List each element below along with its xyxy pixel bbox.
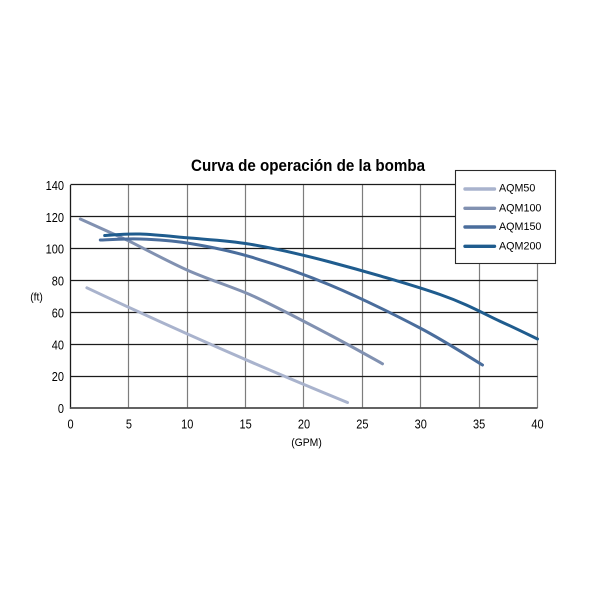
svg-text:60: 60	[52, 306, 64, 320]
svg-text:AQM200: AQM200	[499, 240, 541, 252]
svg-text:40: 40	[52, 338, 64, 352]
svg-text:30: 30	[415, 418, 427, 432]
svg-text:AQM150: AQM150	[499, 221, 541, 233]
svg-text:0: 0	[58, 402, 64, 416]
svg-text:25: 25	[356, 418, 368, 432]
svg-text:35: 35	[473, 418, 485, 432]
svg-text:140: 140	[46, 179, 64, 193]
svg-text:(GPM): (GPM)	[291, 437, 322, 449]
svg-text:0: 0	[67, 418, 73, 432]
svg-text:15: 15	[240, 418, 252, 432]
svg-text:AQM100: AQM100	[499, 202, 541, 214]
svg-text:40: 40	[531, 418, 543, 432]
svg-text:120: 120	[46, 211, 64, 225]
svg-text:5: 5	[126, 418, 132, 432]
svg-text:(ft): (ft)	[30, 292, 43, 304]
svg-text:100: 100	[46, 243, 64, 257]
svg-text:AQM50: AQM50	[499, 183, 535, 195]
svg-text:20: 20	[52, 370, 64, 384]
svg-text:Curva de operación de la bomba: Curva de operación de la bomba	[191, 156, 426, 175]
svg-text:20: 20	[298, 418, 310, 432]
svg-text:10: 10	[181, 418, 193, 432]
svg-text:80: 80	[52, 275, 64, 289]
